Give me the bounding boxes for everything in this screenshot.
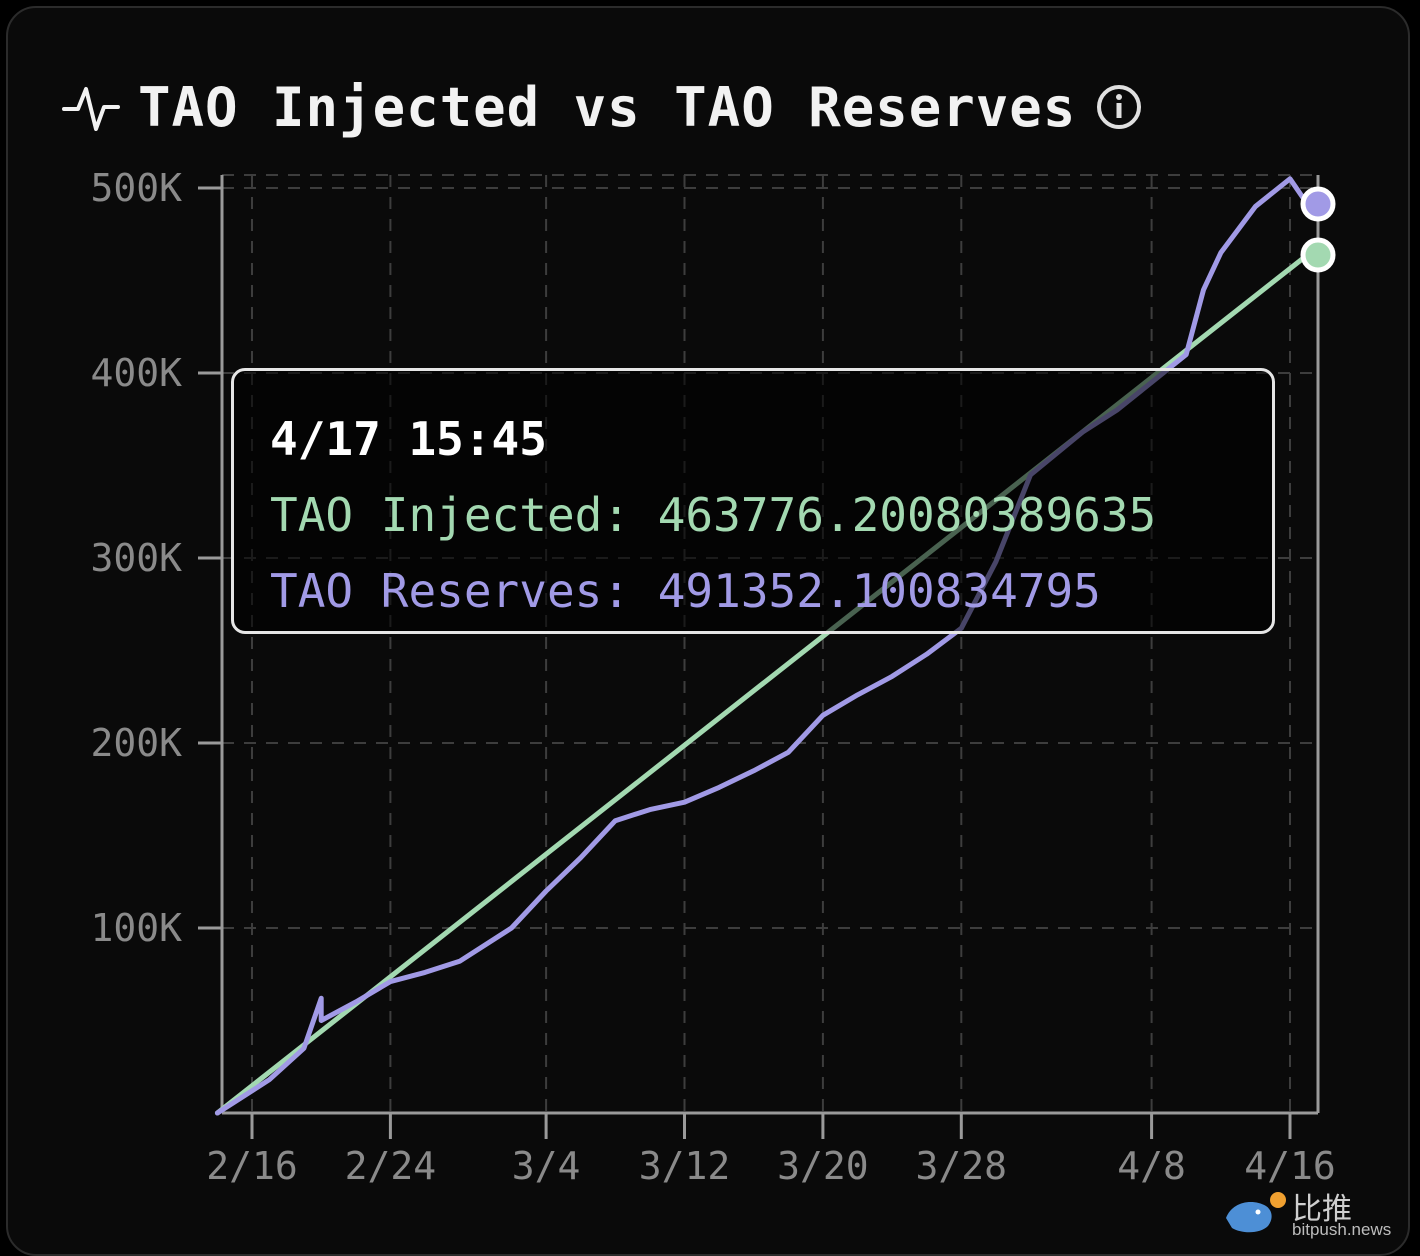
y-tick-label: 300K xyxy=(90,536,182,580)
x-tick-label: 3/28 xyxy=(916,1144,1008,1188)
y-tick-label: 400K xyxy=(90,351,182,395)
tooltip-injected-label: TAO Injected: xyxy=(270,488,631,542)
activity-pulse-icon xyxy=(62,87,120,131)
x-tick-label: 2/24 xyxy=(345,1144,437,1188)
chart-title: TAO Injected vs TAO Reserves xyxy=(138,75,1077,139)
info-circle-icon[interactable] xyxy=(1094,82,1144,132)
chart-tooltip: 4/17 15:45 TAO Injected: 463776.20080389… xyxy=(231,368,1275,634)
y-tick-label: 200K xyxy=(90,721,182,765)
watermark-url: bitpush.news xyxy=(1292,1220,1392,1239)
x-tick-label: 3/20 xyxy=(777,1144,869,1188)
x-tick-label: 3/4 xyxy=(512,1144,581,1188)
end-marker-reserves xyxy=(1300,186,1336,222)
tooltip-reserves: TAO Reserves: 491352.100834795 xyxy=(270,553,1272,629)
x-tick-label: 4/8 xyxy=(1117,1144,1186,1188)
bird-logo-icon xyxy=(1226,1192,1286,1233)
tooltip-reserves-label: TAO Reserves: xyxy=(270,564,631,618)
chart-header: TAO Injected vs TAO Reserves xyxy=(62,72,1144,142)
y-tick-label: 500K xyxy=(90,166,182,210)
tooltip-injected: TAO Injected: 463776.20080389635 xyxy=(270,477,1272,553)
x-tick-label: 4/16 xyxy=(1244,1144,1336,1188)
series-line-reserves xyxy=(214,176,1310,1116)
x-tick-label: 2/16 xyxy=(206,1144,298,1188)
y-tick-label: 100K xyxy=(90,906,182,950)
x-tick-label: 3/12 xyxy=(639,1144,731,1188)
end-marker-injected xyxy=(1300,237,1336,273)
tooltip-injected-value: 463776.20080389635 xyxy=(657,488,1157,542)
watermark: 比推 bitpush.news xyxy=(1222,1184,1412,1244)
watermark-name: 比推 xyxy=(1292,1192,1352,1227)
tooltip-reserves-value: 491352.100834795 xyxy=(657,564,1101,618)
tooltip-time: 4/17 15:45 xyxy=(270,412,547,466)
